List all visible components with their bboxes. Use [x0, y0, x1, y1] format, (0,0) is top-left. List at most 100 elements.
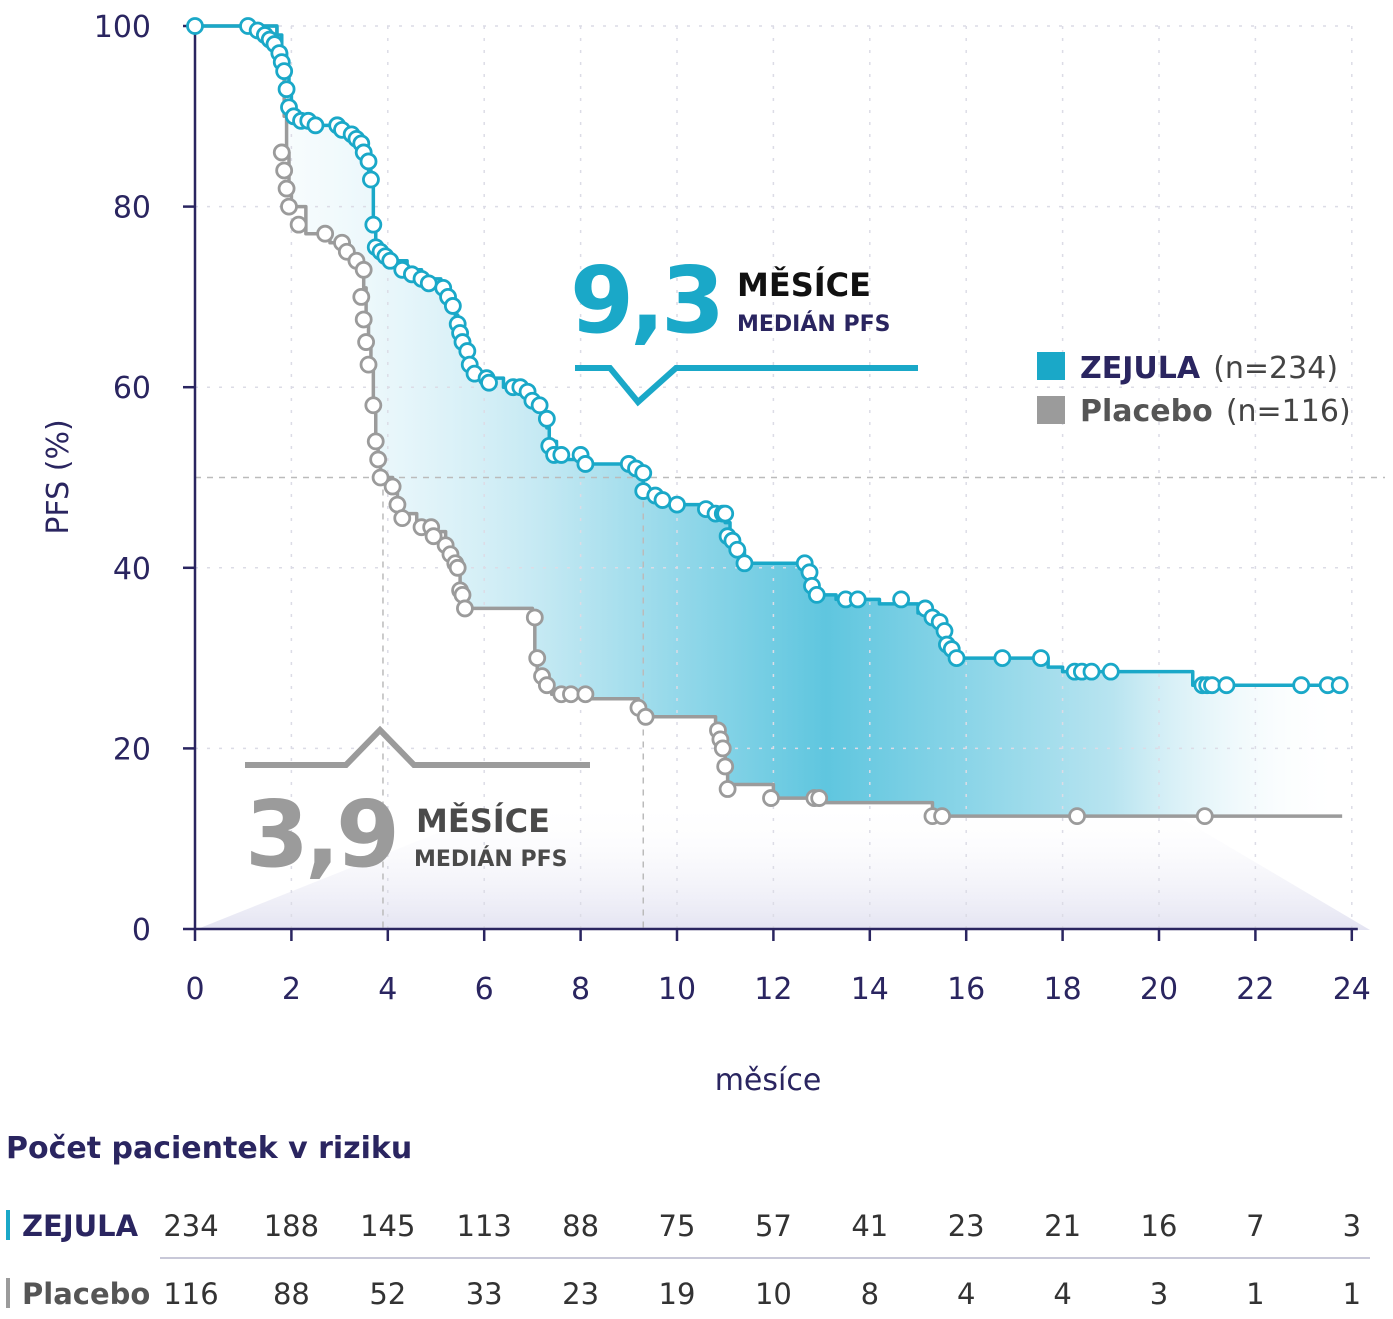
risk-value-zejula: 3 [1343, 1209, 1361, 1243]
placebo-censor-mark [371, 468, 390, 487]
placebo-censor-mark [359, 355, 378, 374]
area-between-curves [195, 26, 1343, 817]
risk-value-zejula: 75 [659, 1209, 696, 1243]
risk-value-zejula: 88 [562, 1209, 599, 1243]
y-tick-label-60: 60 [113, 371, 151, 406]
placebo-censor-mark [424, 527, 443, 546]
zejula-censor-mark [443, 297, 462, 315]
x-tick-label-8: 8 [571, 972, 590, 1007]
risk-table-title: Počet pacientek v riziku [6, 1131, 412, 1166]
zejula-median-unit: MĚSÍCE [737, 266, 871, 304]
placebo-censor-mark [364, 396, 383, 415]
zejula-censor-mark [275, 62, 294, 81]
zejula-censor-mark [653, 491, 672, 509]
placebo-censor-mark [713, 739, 732, 758]
risk-value-placebo: 52 [369, 1277, 406, 1311]
placebo-censor-mark [369, 450, 388, 469]
placebo-censor-mark [718, 780, 737, 798]
zejula-censor-mark [362, 170, 380, 189]
zejula-censor-mark [537, 409, 556, 428]
series [186, 17, 1349, 826]
zejula-censor-mark [848, 590, 867, 609]
x-axis-title: měsíce [715, 1063, 822, 1098]
placebo-censor-mark [316, 224, 335, 243]
zejula-median-subtitle: MEDIÁN PFS [737, 311, 890, 337]
risk-row-zejula-marker [6, 1210, 10, 1240]
placebo-censor-mark [1195, 807, 1214, 826]
placebo-censor-mark [528, 649, 547, 667]
pfs-difference-area [195, 26, 1343, 817]
placebo-median-value: 3,9 [245, 781, 396, 888]
zejula-censor-mark [359, 152, 378, 171]
risk-value-placebo: 8 [861, 1277, 879, 1311]
placebo-median-pointer [245, 725, 590, 768]
legend: ZEJULA (n=234) Placebo (n=116) [1037, 351, 1351, 429]
risk-value-placebo: 4 [957, 1277, 975, 1311]
risk-value-zejula: 57 [755, 1209, 792, 1243]
zejula-censor-mark [186, 17, 204, 35]
risk-value-placebo: 3 [1150, 1277, 1168, 1311]
zejula-censor-mark [892, 590, 911, 609]
placebo-censor-mark [810, 789, 829, 807]
zejula-censor-mark [1203, 676, 1221, 695]
x-tick-label-14: 14 [851, 972, 889, 1007]
placebo-censor-mark [354, 310, 373, 329]
zejula-censor-mark [419, 274, 438, 293]
placebo-censor-mark [383, 477, 402, 496]
risk-value-zejula: 188 [264, 1209, 319, 1243]
risk-value-placebo: 23 [562, 1277, 599, 1311]
risk-value-placebo: 4 [1053, 1277, 1071, 1311]
zejula-censor-mark [277, 80, 296, 99]
zejula-censor-mark [993, 649, 1012, 667]
placebo-censor-mark [933, 807, 951, 826]
zejula-median-pointer [575, 365, 918, 407]
zejula-censor-mark [1101, 662, 1120, 681]
legend-swatch-zejula [1037, 352, 1065, 380]
zejula-censor-mark [576, 455, 595, 473]
zejula-censor-mark [364, 215, 383, 234]
x-tick-label-6: 6 [475, 972, 494, 1007]
zejula-censor-mark [728, 540, 747, 559]
risk-value-zejula: 7 [1246, 1209, 1264, 1243]
risk-value-zejula: 16 [1141, 1209, 1178, 1243]
zejula-censor-mark [668, 495, 686, 514]
zejula-censor-mark [716, 504, 735, 523]
zejula-censor-mark [1032, 649, 1050, 667]
zejula-censor-mark [807, 585, 826, 604]
placebo-censor-mark [456, 599, 474, 618]
placebo-censor-mark [393, 509, 412, 528]
placebo-censor-mark [366, 432, 385, 451]
zejula-censor-mark [480, 373, 498, 392]
zejula-censor-mark [530, 396, 549, 415]
x-tick-label-0: 0 [185, 972, 204, 1007]
risk-value-placebo: 116 [163, 1277, 218, 1311]
zejula-censor-mark [1292, 676, 1311, 695]
risk-value-zejula: 41 [851, 1209, 888, 1243]
placebo-median-callout: 3,9 MĚSÍCE MEDIÁN PFS [245, 725, 590, 888]
background-shape [195, 800, 1370, 930]
x-tick-label-2: 2 [282, 972, 301, 1007]
placebo-censor-mark [275, 161, 294, 180]
placebo-censor-mark [525, 608, 544, 627]
x-tick-label-4: 4 [378, 972, 397, 1007]
y-tick-label-100: 100 [94, 10, 151, 45]
risk-value-placebo: 1 [1246, 1277, 1264, 1311]
zejula-censor-mark [1082, 662, 1101, 681]
placebo-median-unit: MĚSÍCE [416, 802, 550, 840]
x-tick-label-24: 24 [1333, 972, 1371, 1007]
placebo-median-subtitle: MEDIÁN PFS [414, 846, 567, 872]
risk-row-zejula-label: ZEJULA [22, 1209, 139, 1243]
zejula-median-value: 9,3 [570, 247, 721, 354]
zejula-censor-mark [1330, 676, 1349, 695]
x-tick-label-22: 22 [1236, 972, 1274, 1007]
legend-label-zejula: ZEJULA (n=234) [1080, 351, 1338, 386]
legend-label-placebo: Placebo (n=116) [1080, 394, 1351, 429]
zejula-censor-mark [552, 446, 571, 464]
placebo-censor-mark [280, 197, 298, 216]
legend-swatch-placebo [1037, 396, 1065, 424]
placebo-censor-mark [357, 333, 376, 351]
placebo-censor-mark [289, 215, 308, 234]
